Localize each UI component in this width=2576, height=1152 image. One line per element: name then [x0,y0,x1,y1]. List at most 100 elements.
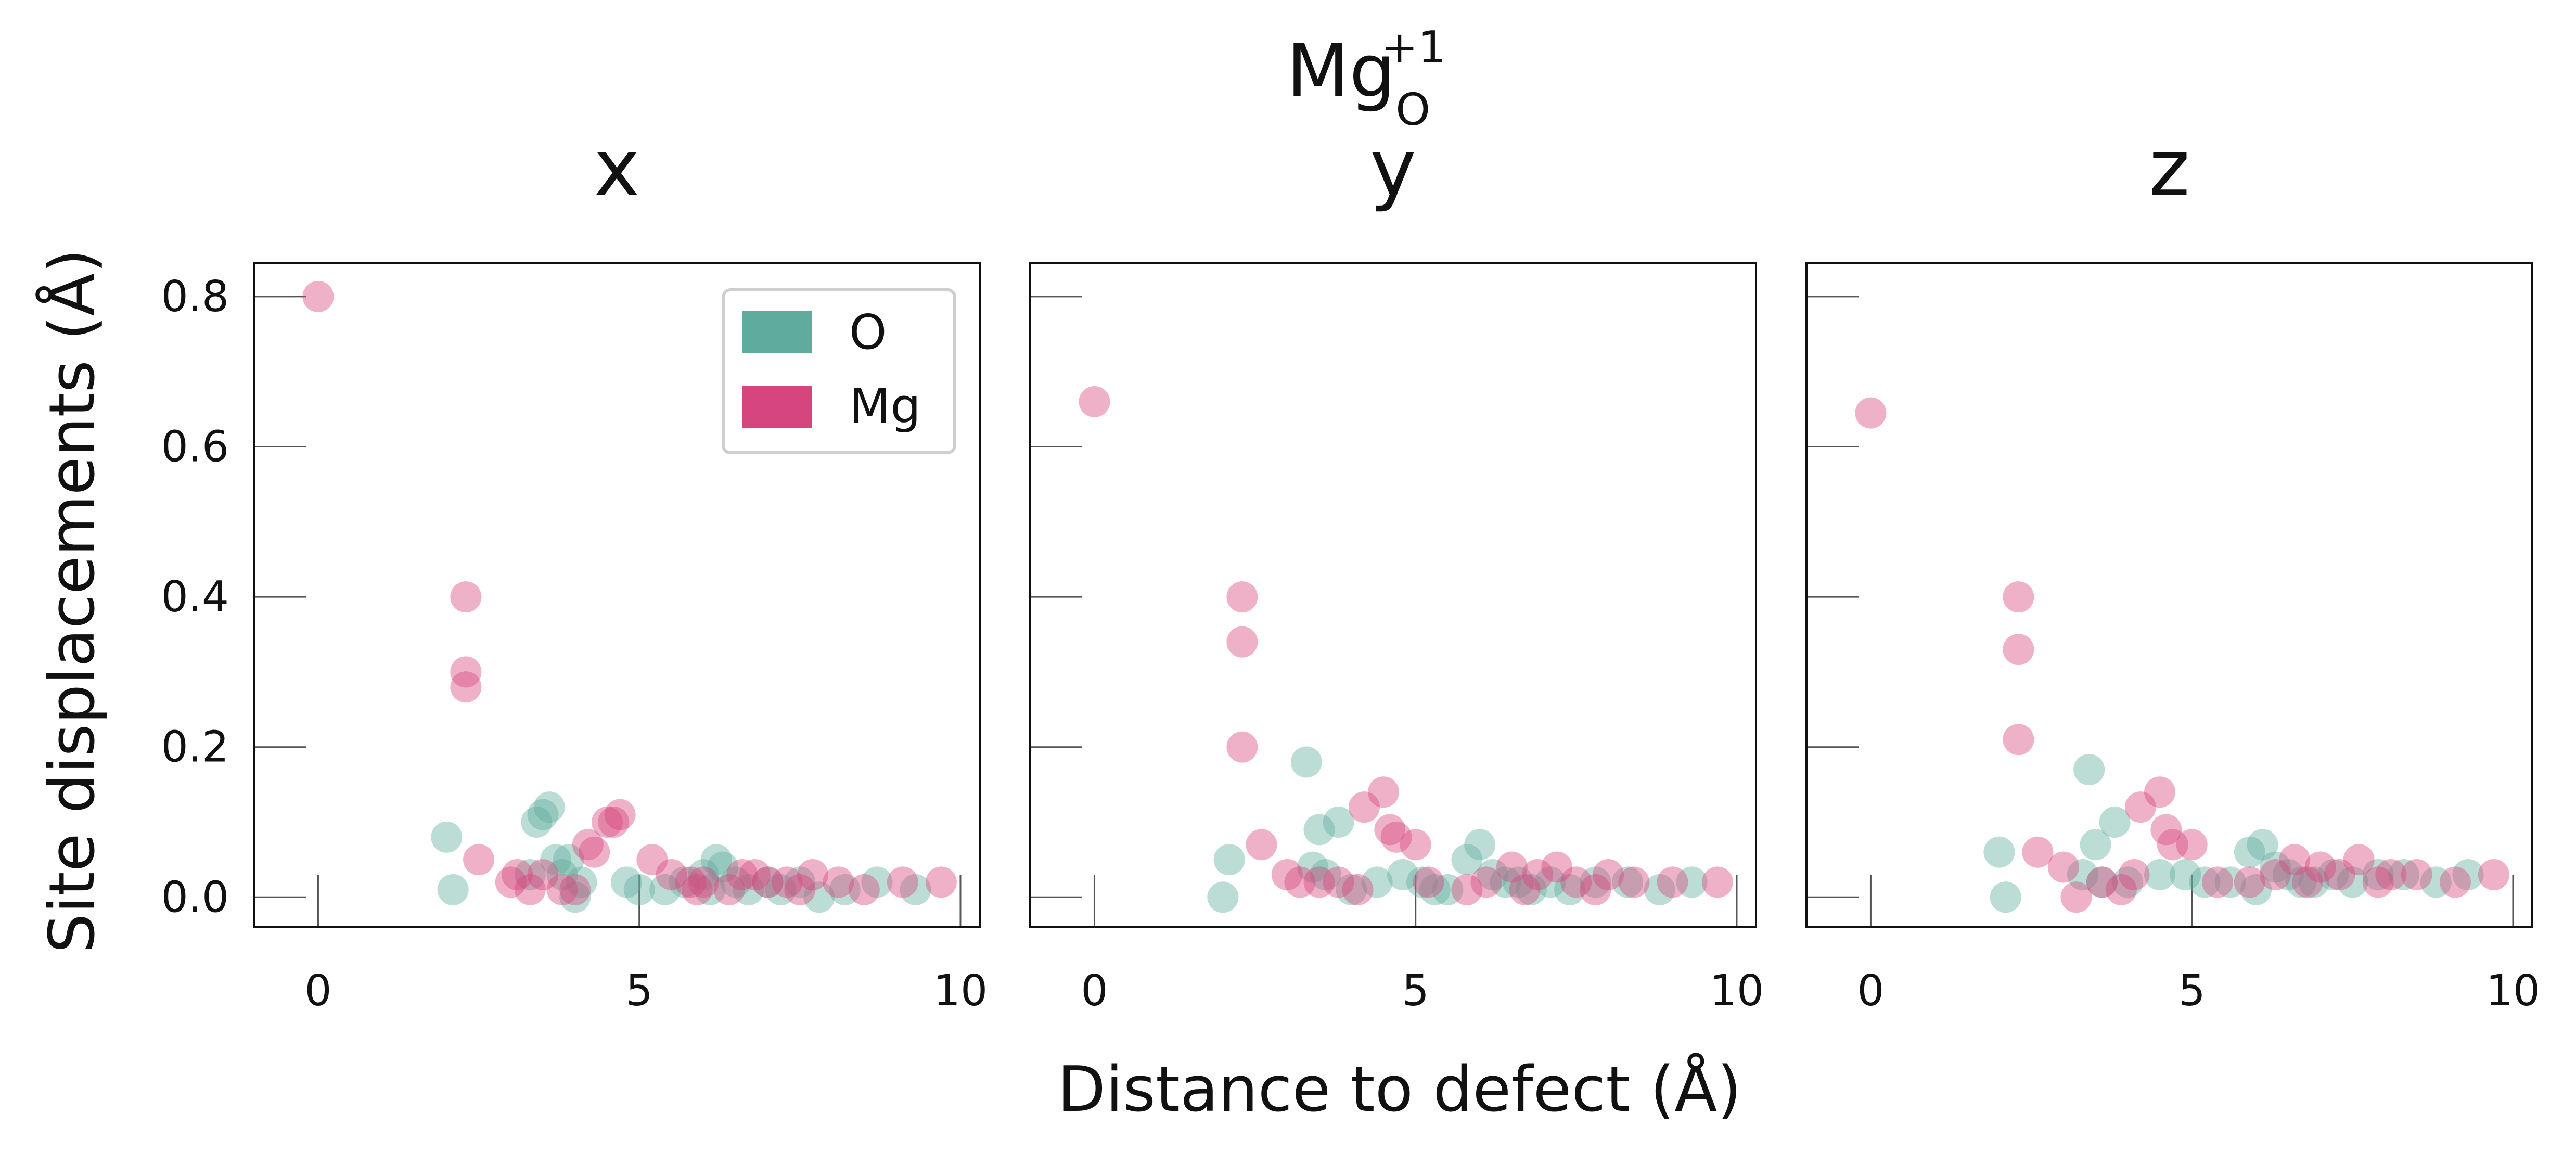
x-tick-label: 10 [933,966,988,1016]
data-point-o [803,881,835,913]
x-tick-label: 10 [1710,966,1764,1016]
data-point-o [2337,866,2368,898]
data-point-o [2214,866,2246,898]
data-point-o [2067,859,2098,890]
data-point-o [2189,866,2221,898]
data-point-o [1464,829,1496,861]
data-point-o [1490,866,1521,898]
data-point-mg [1342,874,1374,905]
x-tick-label: 0 [1081,966,1108,1016]
data-point-o [2234,836,2265,868]
data-point-o [1644,874,1675,905]
data-point-o [2452,859,2484,890]
data-point-o [2285,866,2317,898]
data-point-mg [2362,866,2394,898]
data-point-mg [546,874,578,905]
legend-swatch-o [742,311,812,353]
data-point-mg [771,866,803,898]
data-point-mg [598,806,630,838]
data-point-mg [572,829,604,861]
data-point-mg [450,671,482,703]
data-point-mg [2478,859,2509,890]
data-point-mg [450,581,482,613]
y-tick-label: 0.4 [161,572,229,622]
data-point-o [1303,814,1335,846]
data-point-mg [1246,829,1277,861]
data-point-mg [2260,859,2291,890]
data-point-mg [463,844,495,876]
data-point-mg [2439,866,2471,898]
panel-z: z 0 5 10 [1805,123,2540,1016]
data-point-o [649,874,681,905]
data-point-o [669,866,700,898]
data-point-o [2086,866,2118,898]
data-point-mg [579,836,610,868]
data-point-mg [2279,844,2311,876]
data-point-mg [2202,866,2234,898]
data-point-o [2170,859,2201,890]
data-point-o [2247,829,2278,861]
data-point-mg [1496,851,1528,883]
data-point-o [437,874,469,905]
panel-y: y 0 5 10 [1029,123,1764,1016]
data-point-o [1323,806,1354,838]
data-point-o [533,791,565,823]
figure-title: MgO +1 [1287,22,1446,136]
data-point-mg [1701,866,1733,898]
data-point-mg [1470,866,1502,898]
data-point-mg [1657,866,1688,898]
data-point-o [1406,866,1438,898]
data-point-mg [2060,881,2092,913]
plot-frame-x [253,262,981,928]
data-point-mg [887,866,918,898]
data-point-o [733,874,764,905]
data-point-o [623,874,655,905]
y-tick-label: 0.8 [161,272,229,322]
panel-title-y: y [1370,123,1416,214]
data-point-o [694,874,726,905]
data-point-mg [681,874,713,905]
data-point-o [2317,859,2349,890]
x-tick-label: 5 [2178,966,2206,1016]
data-point-o [1515,874,1547,905]
title-subscript: O [1395,84,1430,136]
data-point-o [611,866,643,898]
legend-swatch-mg [742,386,812,428]
data-point-o [752,866,784,898]
plot-frame-y [1029,262,1757,928]
data-point-o [2272,859,2304,890]
data-point-mg [2118,859,2150,890]
data-point-mg [302,280,334,312]
data-point-mg [2086,866,2118,898]
x-tick-label: 0 [304,966,331,1016]
data-point-o [2112,866,2144,898]
data-point-mg [2003,634,2034,665]
data-point-o [1432,874,1464,905]
data-point-o [1310,859,1341,890]
data-point-o [829,874,861,905]
data-point-o [1451,844,1483,876]
data-point-mg [752,866,784,898]
data-point-mg [1226,581,1258,613]
legend: O Mg [722,288,956,454]
data-point-mg [636,844,668,876]
data-point-mg [1226,626,1258,658]
data-point-o [2099,806,2131,838]
data-point-o [1207,881,1239,913]
data-point-o [2080,829,2111,861]
title-base: Mg [1287,29,1396,114]
data-point-mg [1400,829,1431,861]
data-point-mg [1323,866,1354,898]
data-point-mg [713,874,745,905]
data-point-mg [2003,581,2034,613]
data-point-mg [1303,866,1335,898]
data-point-mg [784,874,816,905]
data-point-mg [925,866,957,898]
data-point-mg [2022,836,2054,868]
data-point-o [527,799,559,830]
data-point-mg [1522,859,1554,890]
legend-label-o: O [849,304,887,360]
data-point-o [540,844,572,876]
data-point-mg [2105,874,2137,905]
